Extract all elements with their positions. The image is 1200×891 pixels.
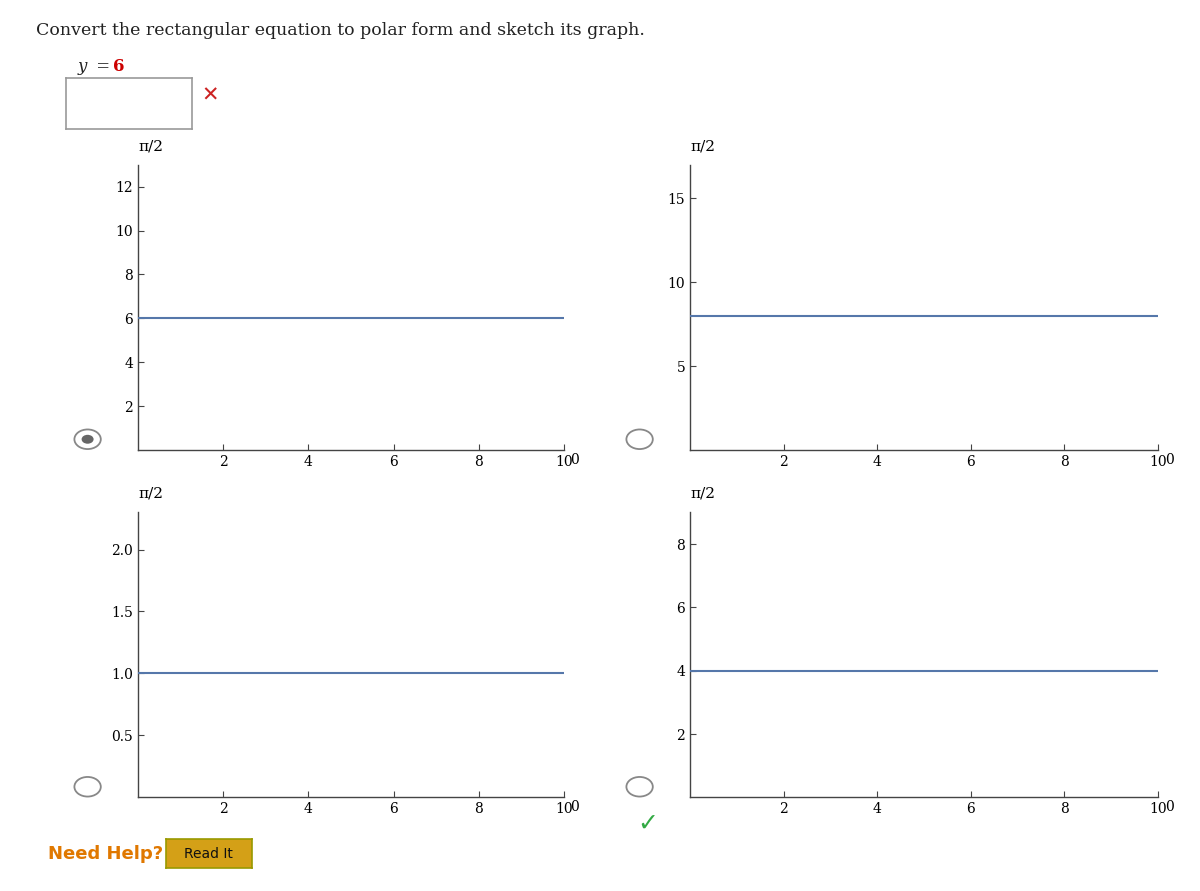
Text: y: y	[78, 58, 88, 75]
Text: 0: 0	[570, 800, 580, 814]
Text: Read It: Read It	[185, 846, 233, 861]
Text: ✓: ✓	[637, 813, 659, 836]
Text: 6: 6	[113, 58, 125, 75]
Text: =: =	[91, 58, 115, 75]
Text: Need Help?: Need Help?	[48, 845, 163, 862]
Text: 0: 0	[570, 453, 580, 467]
Text: π/2: π/2	[690, 486, 715, 501]
Text: 0: 0	[1165, 453, 1174, 467]
Text: π/2: π/2	[690, 139, 715, 153]
Text: 0: 0	[1165, 800, 1174, 814]
Text: π/2: π/2	[138, 139, 163, 153]
Text: π/2: π/2	[138, 486, 163, 501]
Text: ✕: ✕	[202, 86, 220, 105]
Text: Convert the rectangular equation to polar form and sketch its graph.: Convert the rectangular equation to pola…	[36, 22, 644, 39]
